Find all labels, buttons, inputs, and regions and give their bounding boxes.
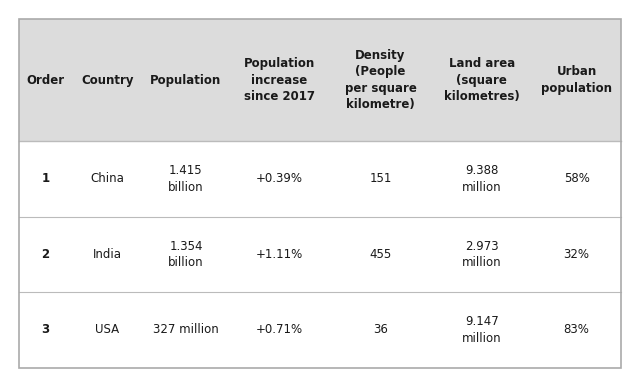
Text: 1.354
billion: 1.354 billion <box>168 240 204 269</box>
Text: Land area
(square
kilometres): Land area (square kilometres) <box>444 57 520 103</box>
Text: 1: 1 <box>42 172 49 185</box>
Bar <box>19 292 621 368</box>
Text: Density
(People
per square
kilometre): Density (People per square kilometre) <box>344 49 417 111</box>
Text: China: China <box>90 172 124 185</box>
Text: 58%: 58% <box>564 172 589 185</box>
Text: 455: 455 <box>369 248 392 261</box>
Text: Country: Country <box>81 74 134 87</box>
Text: 2: 2 <box>42 248 49 261</box>
Text: +0.71%: +0.71% <box>255 323 303 336</box>
Text: +1.11%: +1.11% <box>255 248 303 261</box>
Text: India: India <box>93 248 122 261</box>
Text: 1.415
billion: 1.415 billion <box>168 164 204 194</box>
Text: 2.973
million: 2.973 million <box>462 240 502 269</box>
Text: Population: Population <box>150 74 221 87</box>
Text: 9.147
million: 9.147 million <box>462 315 502 345</box>
Text: 32%: 32% <box>564 248 589 261</box>
Bar <box>19 19 621 141</box>
Text: +0.39%: +0.39% <box>255 172 303 185</box>
Bar <box>19 141 621 217</box>
Text: Order: Order <box>26 74 65 87</box>
Text: 36: 36 <box>373 323 388 336</box>
Text: Population
increase
since 2017: Population increase since 2017 <box>243 57 315 103</box>
Text: 327 million: 327 million <box>153 323 219 336</box>
Text: 3: 3 <box>42 323 49 336</box>
Text: 83%: 83% <box>564 323 589 336</box>
Bar <box>19 217 621 292</box>
Text: 9.388
million: 9.388 million <box>462 164 502 194</box>
Text: 151: 151 <box>369 172 392 185</box>
Text: Urban
population: Urban population <box>541 65 612 95</box>
Text: USA: USA <box>95 323 120 336</box>
